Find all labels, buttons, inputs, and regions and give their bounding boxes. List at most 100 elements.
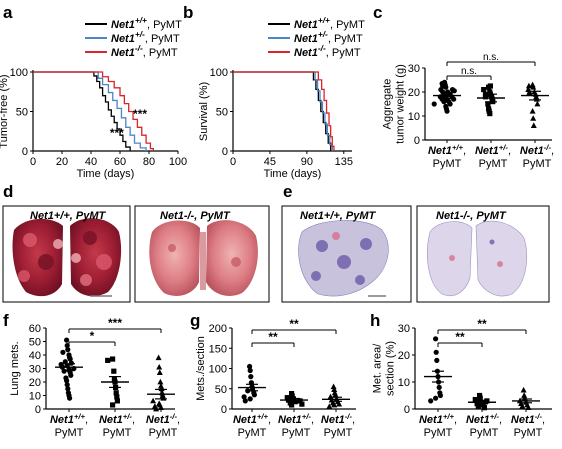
x-category-label-g: Net1+/-,: [278, 412, 314, 427]
panel-label-e: e: [283, 182, 292, 201]
legend-label-a: Net1+/+, PyMT: [111, 15, 182, 31]
data-point-f: [65, 347, 71, 353]
data-point-f: [114, 394, 120, 400]
lung-photo-knockout: [149, 220, 258, 296]
data-point-f: [150, 397, 157, 404]
x-tick-label-a: 80: [143, 156, 155, 168]
data-point-g: [330, 383, 337, 390]
y-tick-label-b: 0: [222, 146, 228, 158]
panel-label-h: h: [370, 311, 380, 330]
x-category-sublabel-c: PyMT: [479, 158, 508, 170]
x-category-sublabel-f: PyMT: [149, 427, 178, 439]
data-point-h: [477, 392, 483, 399]
y-tick-label-c: 0: [414, 135, 420, 147]
data-point-c: [526, 90, 533, 96]
data-point-f: [110, 402, 116, 408]
data-point-f: [153, 405, 160, 412]
x-category-label-c: Net1+/+,: [428, 143, 466, 158]
significance-label-g: **: [289, 317, 299, 331]
y-axis-title-b: Survival (%): [198, 82, 210, 141]
x-tick-label-b: 45: [264, 156, 276, 168]
y-tick-label-b: 50: [216, 107, 228, 119]
data-point-h: [472, 396, 478, 403]
x-category-label-h: Net1+/-,: [466, 412, 502, 427]
y-tick-label-b: 100: [210, 67, 228, 79]
panel-label-b: b: [183, 3, 193, 22]
data-point-f: [111, 368, 117, 374]
data-point-g: [251, 392, 257, 398]
x-category-sublabel-g: PyMT: [282, 427, 311, 439]
y-tick-label-g: 200: [209, 323, 227, 335]
x-category-sublabel-h: PyMT: [470, 427, 499, 439]
x-axis-title-a: Time (days): [77, 168, 135, 180]
x-category-label-h: Net1+/+,: [419, 412, 457, 427]
y-axis-title-c: Aggregatetumor weight (g): [381, 64, 406, 143]
legend-label-b: Net1-/-, PyMT: [294, 43, 361, 59]
y-tick-label-a: 50: [16, 107, 28, 119]
x-category-label-g: Net1+/+,: [233, 412, 271, 427]
y-axis-title-a: Tumor-free (%): [0, 74, 10, 148]
significance-mark-a: ***: [110, 126, 124, 140]
x-category-sublabel-g: PyMT: [238, 427, 267, 439]
data-point-h: [521, 392, 528, 398]
data-point-g: [331, 401, 338, 408]
data-point-f: [156, 363, 163, 370]
data-point-f: [156, 369, 163, 375]
y-axis-title-h: Met. area/section (%): [371, 341, 396, 396]
y-tick-label-c: 30: [408, 63, 420, 75]
data-point-c: [485, 101, 491, 107]
survival-curve-b: [233, 71, 332, 151]
data-point-c: [487, 111, 493, 117]
data-point-c: [441, 99, 447, 105]
data-point-c: [530, 122, 537, 128]
data-point-h: [481, 405, 487, 411]
data-point-f: [155, 354, 162, 361]
y-tick-label-g: 0: [221, 404, 227, 416]
data-point-f: [105, 357, 111, 363]
data-point-h: [520, 386, 527, 393]
data-point-g: [336, 400, 343, 407]
y-tick-label-f: 50: [29, 337, 41, 349]
data-point-c: [487, 83, 493, 89]
data-point-g: [247, 363, 253, 370]
data-point-c: [451, 88, 457, 94]
data-point-c: [451, 96, 457, 102]
chart-f: 0102030405060Net1+/+,PyMTNet1+/-,PyMTNet…: [9, 316, 180, 439]
data-point-c: [482, 94, 489, 100]
y-tick-label-g: 150: [209, 343, 227, 355]
data-point-h: [519, 403, 526, 409]
y-tick-label-c: 10: [408, 111, 420, 123]
significance-label-c: n.s.: [483, 52, 499, 63]
data-point-g: [331, 386, 338, 392]
data-point-h: [477, 395, 483, 401]
x-tick-label-a: 20: [56, 156, 68, 168]
image-caption-d-right: Net1-/-, PyMT: [160, 210, 231, 222]
x-tick-label-a: 60: [114, 156, 126, 168]
legend-label-a: Net1-/-, PyMT: [111, 43, 178, 59]
data-point-c: [431, 101, 437, 107]
data-point-h: [475, 403, 481, 409]
x-tick-label-a: 0: [30, 156, 36, 168]
y-tick-label-a: 0: [22, 146, 28, 158]
significance-label-h: **: [455, 330, 465, 344]
data-point-f: [158, 382, 164, 389]
data-point-c: [447, 101, 453, 107]
survival-curve-a: [33, 71, 154, 151]
x-category-sublabel-f: PyMT: [55, 427, 84, 439]
data-point-c: [481, 87, 487, 93]
y-tick-label-h: 0: [404, 404, 410, 416]
data-point-f: [64, 378, 70, 384]
panel-label-a: a: [3, 3, 13, 22]
data-point-g: [247, 367, 253, 374]
data-point-f: [68, 360, 74, 366]
chart-a: 0 20 40 60 80 100 0 50 100 Time (days) Tumor-free …: [0, 15, 187, 180]
chart-b: 0 45 90 135 0 50 100 Time (days) Survival (%) Net…: [198, 15, 365, 180]
panel-label-c: c: [373, 3, 382, 22]
chart-h: 0102030Net1+/+,PyMTNet1+/-,PyMTNet1-/-,P…: [371, 317, 552, 439]
data-point-g: [332, 391, 339, 398]
x-category-sublabel-c: PyMT: [433, 158, 462, 170]
x-category-label-h: Net1-/-,: [511, 412, 545, 427]
y-tick-label-a: 100: [10, 67, 28, 79]
data-point-h: [434, 357, 440, 363]
y-tick-label-h: 10: [398, 377, 410, 389]
